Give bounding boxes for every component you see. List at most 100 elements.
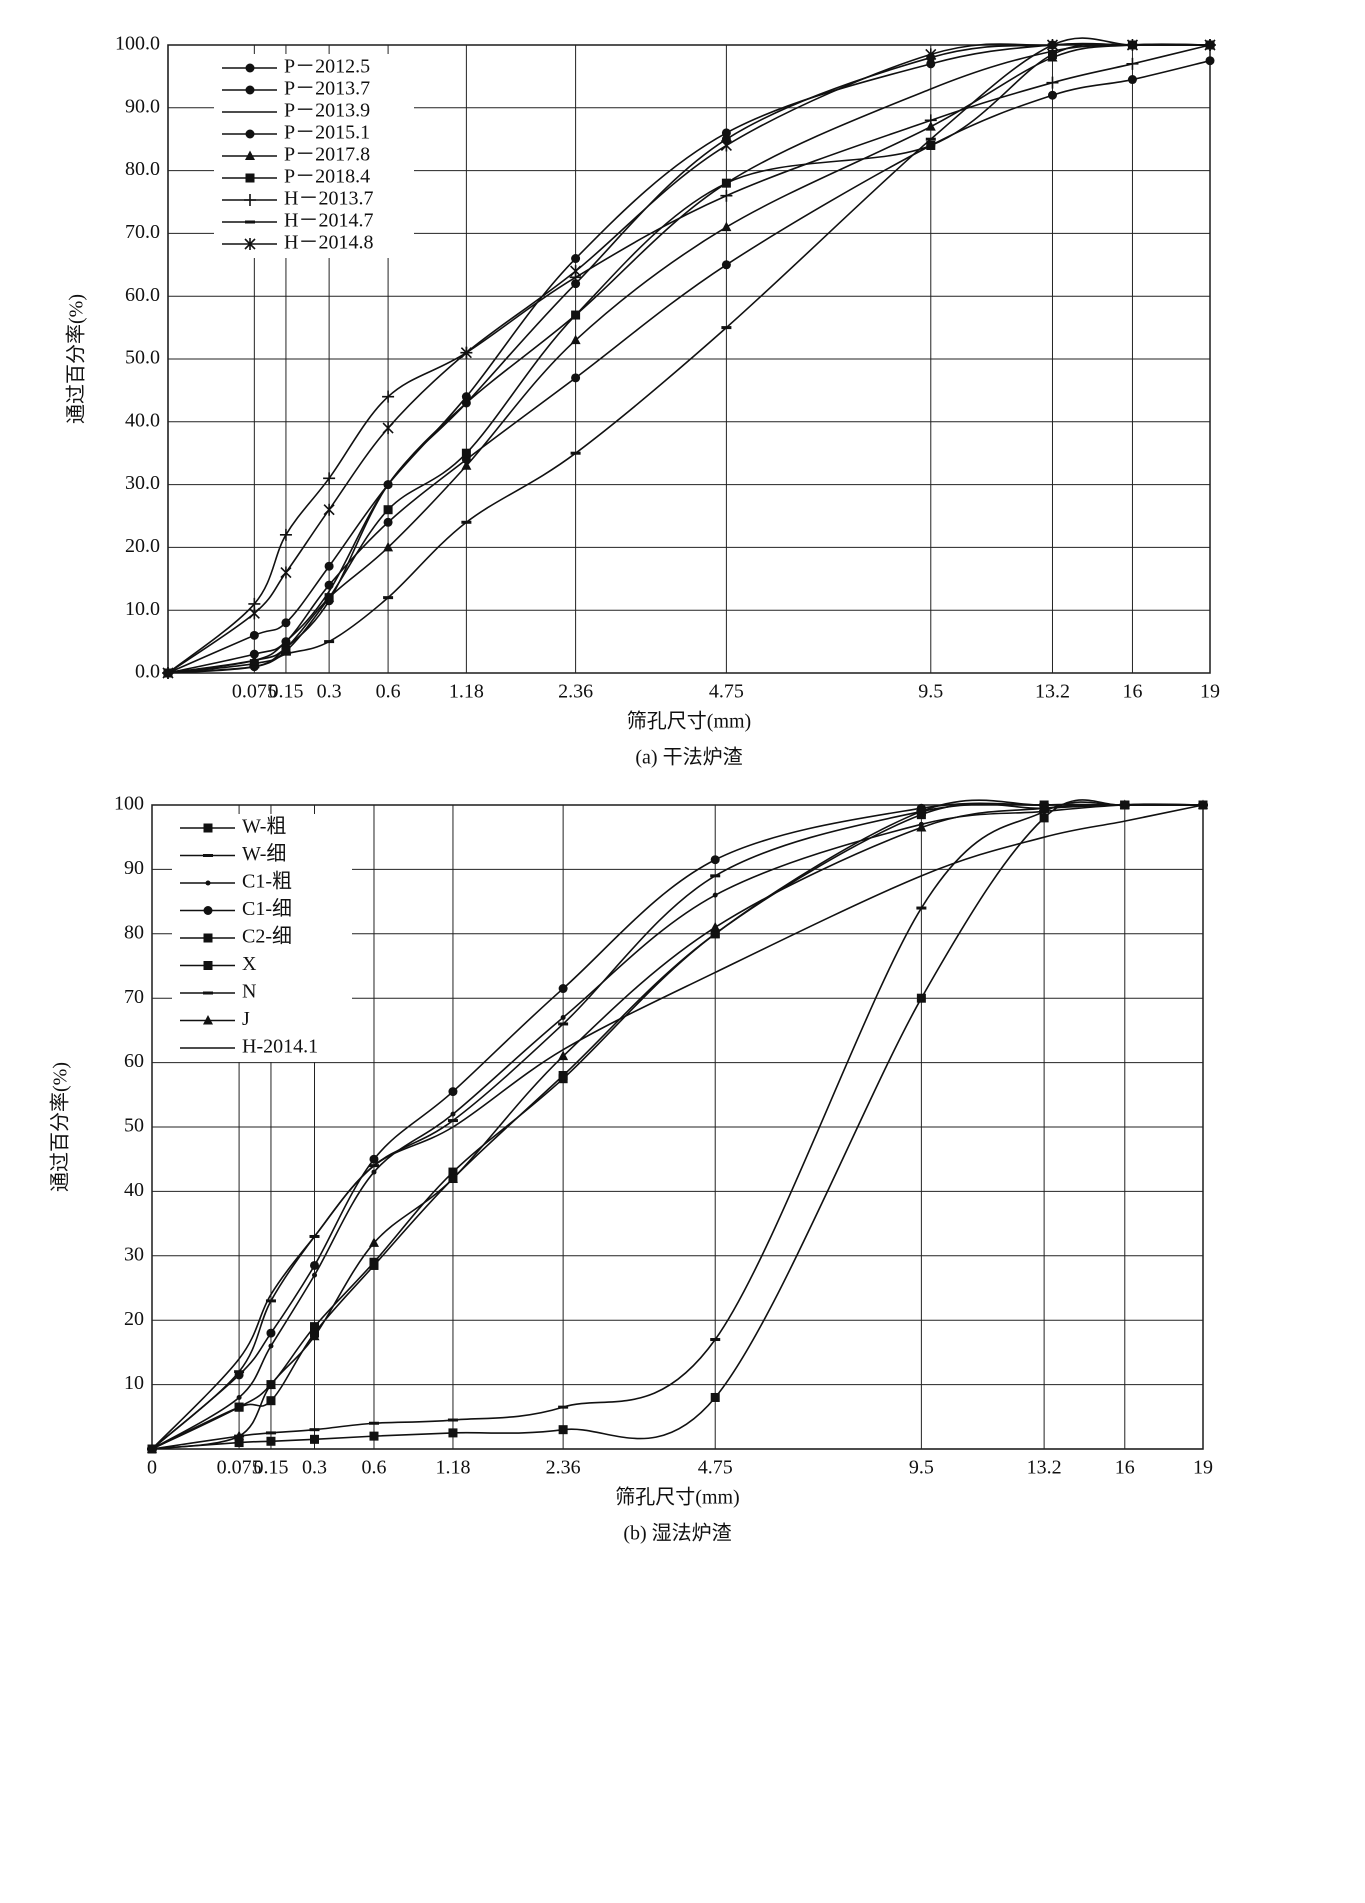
legend-label: C1-粗 <box>242 870 292 893</box>
marker <box>371 1169 377 1175</box>
x-tick-label: 0.6 <box>376 681 401 703</box>
x-tick-label: 0 <box>147 1457 157 1479</box>
marker <box>383 517 393 527</box>
marker <box>558 1425 568 1435</box>
marker <box>926 140 936 150</box>
x-tick-label: 4.75 <box>698 1457 733 1479</box>
x-tick-label: 0.075 <box>232 681 277 703</box>
y-tick-label: 10.0 <box>125 598 160 620</box>
x-tick-label: 9.5 <box>918 681 943 703</box>
marker <box>1046 39 1059 51</box>
marker <box>279 528 292 541</box>
x-tick-label: 19 <box>1200 681 1220 703</box>
legend-label: N <box>242 981 256 1003</box>
marker <box>383 505 393 515</box>
marker <box>244 238 256 250</box>
marker <box>1047 90 1057 100</box>
y-axis-label: 通过百分率(%) <box>65 294 88 424</box>
marker <box>571 279 581 289</box>
y-tick-label: 60.0 <box>125 284 160 306</box>
marker <box>925 48 937 61</box>
marker <box>448 1087 458 1097</box>
chart-title: (b) 湿法炉渣 <box>623 1522 731 1545</box>
marker <box>281 646 291 656</box>
marker <box>916 993 926 1003</box>
y-tick-label: 30 <box>124 1243 144 1265</box>
marker <box>461 460 472 470</box>
marker <box>1046 76 1059 89</box>
marker <box>248 607 260 620</box>
marker <box>266 1328 276 1338</box>
legend-label: P－2017.8 <box>284 144 370 166</box>
marker <box>558 1050 569 1061</box>
legend-label: P－2015.1 <box>284 122 370 144</box>
legend-label: X <box>242 953 257 975</box>
marker <box>323 472 336 485</box>
y-tick-label: 70.0 <box>125 221 160 243</box>
marker <box>382 390 395 403</box>
x-axis-label: 筛孔尺寸(mm) <box>627 710 751 733</box>
marker <box>266 1396 276 1406</box>
marker <box>245 150 255 160</box>
y-tick-label: 90 <box>124 857 144 879</box>
marker <box>383 480 393 490</box>
marker <box>1127 75 1137 85</box>
legend-label: P－2013.9 <box>284 100 370 122</box>
y-tick-label: 70 <box>124 986 144 1008</box>
x-tick-label: 0.3 <box>317 681 342 703</box>
marker <box>1047 49 1057 59</box>
marker <box>249 630 259 640</box>
y-tick-label: 60 <box>124 1050 144 1072</box>
marker <box>1198 799 1208 809</box>
series-line <box>167 43 1211 674</box>
legend-label: C2-细 <box>242 925 292 948</box>
legend-label: H－2013.7 <box>284 188 373 210</box>
marker <box>281 618 291 628</box>
marker <box>280 566 292 579</box>
marker <box>383 541 394 552</box>
marker <box>916 822 927 832</box>
x-tick-label: 0.6 <box>361 1457 386 1479</box>
legend-label: H－2014.8 <box>284 232 373 254</box>
x-axis-label: 筛孔尺寸(mm) <box>615 1486 739 1509</box>
series-line <box>151 803 1204 1450</box>
series-line <box>151 804 1204 1450</box>
x-tick-label: 13.2 <box>1027 1457 1062 1479</box>
marker <box>203 906 213 915</box>
legend-label: W-细 <box>242 842 286 865</box>
chart-title: (a) 干法炉渣 <box>635 746 742 769</box>
y-tick-label: 80 <box>124 921 144 943</box>
marker <box>721 134 731 144</box>
marker <box>926 59 936 69</box>
marker <box>310 1260 320 1270</box>
marker <box>249 659 259 669</box>
legend-label: P－2013.7 <box>284 78 370 100</box>
marker <box>309 1330 320 1341</box>
marker <box>245 173 255 183</box>
y-tick-label: 80.0 <box>125 158 160 180</box>
marker <box>234 1438 244 1448</box>
marker <box>710 921 721 932</box>
legend-label: J <box>242 1008 250 1030</box>
marker <box>461 448 471 458</box>
x-tick-label: 0.3 <box>302 1457 327 1479</box>
marker <box>570 265 582 278</box>
marker <box>266 1436 276 1446</box>
marker <box>710 929 720 939</box>
marker <box>460 346 472 359</box>
marker <box>720 139 732 152</box>
marker <box>265 1379 276 1389</box>
marker <box>203 933 213 943</box>
marker <box>1205 56 1215 66</box>
x-tick-label: 2.36 <box>546 1457 581 1479</box>
x-tick-label: 0.15 <box>268 681 303 703</box>
marker <box>461 392 471 402</box>
marker <box>1126 39 1139 51</box>
x-tick-label: 4.75 <box>709 681 744 703</box>
y-tick-label: 90.0 <box>125 95 160 117</box>
marker <box>560 1015 566 1021</box>
marker <box>1039 813 1049 823</box>
marker <box>448 1428 458 1438</box>
marker <box>1126 57 1139 70</box>
